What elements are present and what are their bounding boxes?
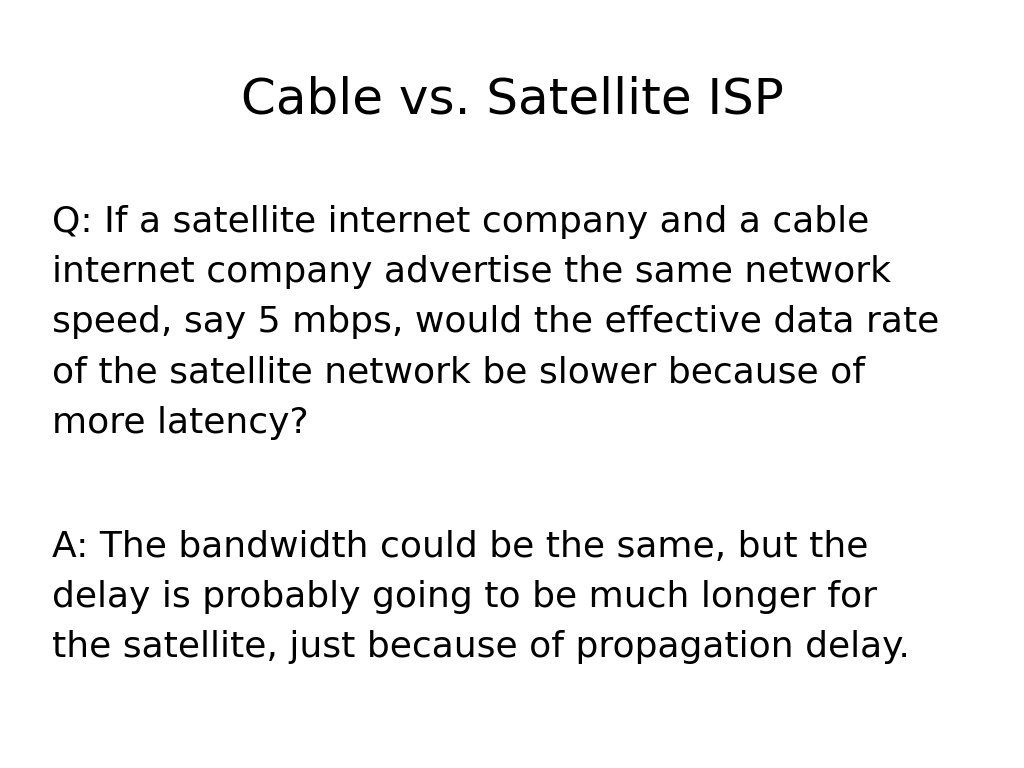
Text: Q: If a satellite internet company and a cable
internet company advertise the sa: Q: If a satellite internet company and a… [52,205,939,440]
Text: A: The bandwidth could be the same, but the
delay is probably going to be much l: A: The bandwidth could be the same, but … [52,530,910,664]
Text: Cable vs. Satellite ISP: Cable vs. Satellite ISP [241,75,783,123]
